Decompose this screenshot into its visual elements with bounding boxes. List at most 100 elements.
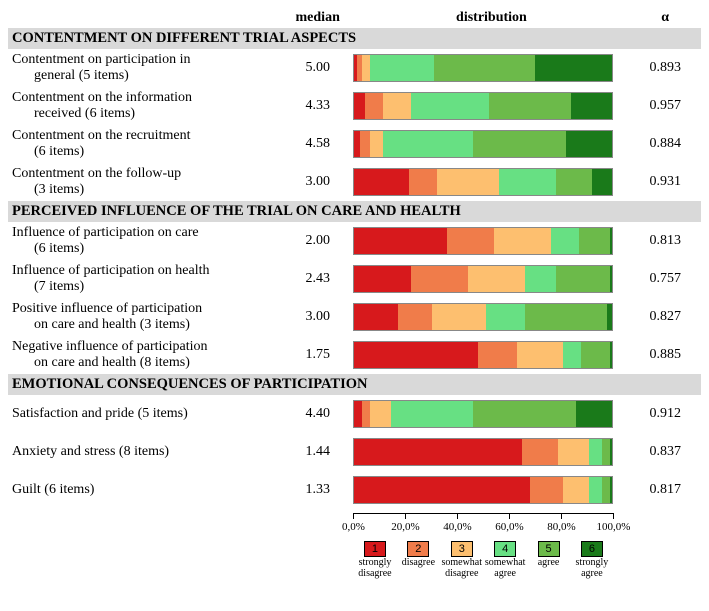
bar-segment-6 — [566, 131, 612, 157]
data-row: Negative influence of participationon ca… — [8, 336, 701, 374]
stacked-bar — [353, 130, 613, 158]
median-value: 3.00 — [282, 298, 354, 336]
bar-segment-3 — [383, 93, 411, 119]
alpha-value: 0.957 — [629, 87, 701, 125]
bar-segment-2 — [398, 304, 432, 330]
bar-segment-5 — [556, 169, 592, 195]
section-header: PERCEIVED INFLUENCE OF THE TRIAL ON CARE… — [8, 201, 701, 222]
bar-segment-4 — [486, 304, 525, 330]
axis-tick-label: 100,0% — [597, 521, 631, 533]
data-row: Guilt (6 items)1.33 0.817 — [8, 471, 701, 509]
legend-item-2: 2disagree — [397, 541, 440, 579]
stacked-bar — [353, 400, 613, 428]
bar-segment-2 — [478, 342, 517, 368]
legend-item-3: 3somewhatdisagree — [440, 541, 483, 579]
stacked-bar — [353, 54, 613, 82]
bar-segment-1 — [354, 342, 478, 368]
alpha-value: 0.912 — [629, 395, 701, 433]
row-label: Contentment on participation ingeneral (… — [8, 49, 282, 87]
data-row: Contentment on the follow-up(3 items)3.0… — [8, 163, 701, 201]
x-axis: 0,0%20,0%40,0%60,0%80,0%100,0% — [353, 513, 613, 535]
row-label: Satisfaction and pride (5 items) — [8, 395, 282, 433]
legend-label: disagree — [402, 558, 435, 569]
row-label: Contentment on the recruitment(6 items) — [8, 125, 282, 163]
col-distribution: distribution — [353, 8, 629, 28]
data-row: Influence of participation on health(7 i… — [8, 260, 701, 298]
median-value: 4.58 — [282, 125, 354, 163]
bar-segment-1 — [354, 169, 408, 195]
row-label: Positive influence of participationon ca… — [8, 298, 282, 336]
bar-segment-4 — [383, 131, 473, 157]
bar-segment-1 — [354, 304, 398, 330]
section-header: EMOTIONAL CONSEQUENCES OF PARTICIPATION — [8, 374, 701, 395]
bar-segment-3 — [468, 266, 525, 292]
bar-segment-5 — [602, 439, 610, 465]
stacked-bar — [353, 341, 613, 369]
bar-segment-1 — [354, 439, 522, 465]
alpha-value: 0.827 — [629, 298, 701, 336]
results-table: median distribution α CONTENTMENT ON DIF… — [8, 8, 701, 581]
alpha-value: 0.885 — [629, 336, 701, 374]
bar-segment-1 — [354, 401, 362, 427]
stacked-bar — [353, 265, 613, 293]
header-row: median distribution α — [8, 8, 701, 28]
axis-tick-label: 20,0% — [391, 521, 419, 533]
bar-segment-3 — [563, 477, 589, 503]
alpha-value: 0.884 — [629, 125, 701, 163]
row-label: Negative influence of participationon ca… — [8, 336, 282, 374]
median-value: 4.40 — [282, 395, 354, 433]
bar-segment-5 — [556, 266, 610, 292]
median-value: 1.33 — [282, 471, 354, 509]
bar-segment-2 — [447, 228, 493, 254]
row-label: Contentment on the informationreceived (… — [8, 87, 282, 125]
stacked-bar — [353, 476, 613, 504]
bar-segment-6 — [610, 342, 613, 368]
bar-segment-5 — [489, 93, 572, 119]
distribution-cell — [353, 260, 629, 298]
median-value: 4.33 — [282, 87, 354, 125]
median-value: 3.00 — [282, 163, 354, 201]
median-value: 1.75 — [282, 336, 354, 374]
bar-segment-3 — [370, 401, 391, 427]
axis-tick-label: 0,0% — [342, 521, 365, 533]
data-row: Influence of participation on care(6 ite… — [8, 222, 701, 260]
legend-label: stronglyagree — [576, 558, 609, 579]
stacked-bar — [353, 438, 613, 466]
legend-swatch: 1 — [364, 541, 386, 557]
legend-label: somewhatagree — [485, 558, 526, 579]
bar-segment-3 — [432, 304, 486, 330]
bar-segment-5 — [602, 477, 610, 503]
bar-segment-4 — [370, 55, 435, 81]
bar-segment-2 — [530, 477, 564, 503]
row-label: Contentment on the follow-up(3 items) — [8, 163, 282, 201]
distribution-cell — [353, 471, 629, 509]
data-row: Anxiety and stress (8 items)1.440.837 — [8, 433, 701, 471]
distribution-cell — [353, 49, 629, 87]
section-header: CONTENTMENT ON DIFFERENT TRIAL ASPECTS — [8, 28, 701, 49]
bar-segment-2 — [362, 401, 370, 427]
distribution-cell — [353, 163, 629, 201]
legend-row: 1stronglydisagree2disagree3somewhatdisag… — [8, 537, 701, 581]
bar-segment-6 — [610, 477, 613, 503]
bar-segment-4 — [589, 439, 602, 465]
bar-segment-6 — [610, 439, 613, 465]
axis-tick-label: 80,0% — [547, 521, 575, 533]
bar-segment-3 — [494, 228, 551, 254]
distribution-cell — [353, 395, 629, 433]
alpha-value: 0.813 — [629, 222, 701, 260]
distribution-cell — [353, 125, 629, 163]
stacked-bar — [353, 227, 613, 255]
legend-swatch: 4 — [494, 541, 516, 557]
axis-row: 0,0%20,0%40,0%60,0%80,0%100,0% — [8, 509, 701, 537]
alpha-value: 0.817 — [629, 471, 701, 509]
stacked-bar — [353, 303, 613, 331]
data-row: Positive influence of participationon ca… — [8, 298, 701, 336]
bar-segment-6 — [610, 228, 613, 254]
bar-segment-4 — [411, 93, 488, 119]
data-row: Contentment on the informationreceived (… — [8, 87, 701, 125]
stacked-bar — [353, 168, 613, 196]
bar-segment-6 — [535, 55, 612, 81]
legend-swatch: 2 — [407, 541, 429, 557]
median-value: 2.43 — [282, 260, 354, 298]
row-label: Guilt (6 items) — [8, 471, 282, 509]
